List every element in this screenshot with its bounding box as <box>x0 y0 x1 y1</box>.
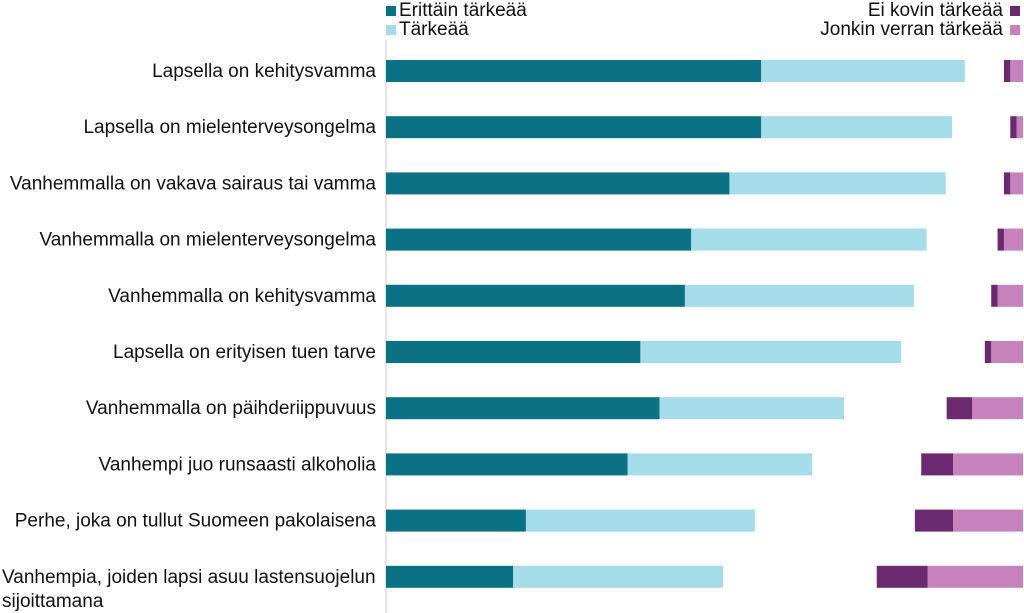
legend-swatch-jonkin-verran-tärkeää <box>1010 25 1020 35</box>
bar-ei-kovin-tärkeää-2 <box>1010 116 1017 139</box>
bar-jonkin-verran-tärkeää-4 <box>1003 228 1023 251</box>
category-label: Vanhemmalla on päihderiippuvuus <box>86 398 376 419</box>
bar-ei-kovin-tärkeää-1 <box>1003 60 1011 82</box>
category-label: Vanhempi juo runsaasti alkoholia <box>99 454 377 475</box>
bar-tärkeää-4 <box>691 228 927 251</box>
bar-tärkeää-3 <box>729 172 946 195</box>
bar-tärkeää-1 <box>761 60 965 82</box>
bar-erittäin-tärkeää-9 <box>386 509 526 532</box>
category-label: Vanhemmalla on kehitysvamma <box>108 286 376 307</box>
category-label: Lapsella on kehitysvamma <box>152 61 376 82</box>
bar-tärkeää-8 <box>627 453 813 476</box>
category-label: Lapsella on erityisen tuen tarve <box>113 342 376 363</box>
legend-swatch-erittäin-tärkeää <box>386 6 396 16</box>
legend-label-erittäin-tärkeää: Erittäin tärkeää <box>399 0 527 21</box>
bar-jonkin-verran-tärkeää-7 <box>972 397 1023 420</box>
bar-erittäin-tärkeää-1 <box>386 60 762 82</box>
bar-jonkin-verran-tärkeää-2 <box>1016 116 1023 139</box>
legend-swatch-ei-kovin-tärkeää <box>1010 6 1020 16</box>
category-label: Vanhemmalla on vakava sairaus tai vamma <box>10 173 377 194</box>
category-labels: Lapsella on kehitysvamma Lapsella on miel… <box>2 61 376 612</box>
bar-tärkeää-7 <box>659 397 844 420</box>
bar-tärkeää-2 <box>761 116 953 139</box>
bar-jonkin-verran-tärkeää-6 <box>991 341 1023 363</box>
bars <box>386 60 1023 588</box>
bar-tärkeää-5 <box>684 284 914 307</box>
bar-jonkin-verran-tärkeää-9 <box>953 509 1023 532</box>
bar-tärkeää-6 <box>640 341 902 363</box>
bar-ei-kovin-tärkeää-3 <box>1003 172 1011 195</box>
legend-label-tärkeää: Tärkeää <box>399 19 469 40</box>
category-label: Lapsella on mielenterveysongelma <box>83 117 376 138</box>
bar-erittäin-tärkeää-10 <box>386 565 514 588</box>
bar-erittäin-tärkeää-2 <box>386 116 762 139</box>
bar-tärkeää-10 <box>513 565 724 588</box>
bar-erittäin-tärkeää-3 <box>386 172 730 195</box>
bar-ei-kovin-tärkeää-5 <box>991 284 998 307</box>
bar-ei-kovin-tärkeää-7 <box>946 397 973 420</box>
legend-label-ei-kovin-tärkeää: Ei kovin tärkeää <box>868 0 1004 21</box>
bar-ei-kovin-tärkeää-8 <box>921 453 954 476</box>
bar-erittäin-tärkeää-6 <box>386 341 641 363</box>
legend-label-jonkin-verran-tärkeää: Jonkin verran tärkeää <box>820 19 1003 40</box>
category-label: Vanhempia, joiden lapsi asuu lastensuoje… <box>2 567 376 612</box>
bar-erittäin-tärkeää-4 <box>386 228 692 251</box>
bar-tärkeää-9 <box>525 509 755 532</box>
bar-erittäin-tärkeää-8 <box>386 453 628 476</box>
legend-swatch-tärkeää <box>386 25 396 35</box>
bar-erittäin-tärkeää-5 <box>386 284 685 307</box>
category-label: Perhe, joka on tullut Suomeen pakolaisen… <box>15 511 377 532</box>
category-label: Vanhemmalla on mielenterveysongelma <box>39 230 376 251</box>
bar-jonkin-verran-tärkeää-3 <box>1010 172 1023 195</box>
bar-ei-kovin-tärkeää-4 <box>997 228 1004 251</box>
bar-jonkin-verran-tärkeää-8 <box>953 453 1023 476</box>
bar-ei-kovin-tärkeää-6 <box>984 341 992 363</box>
bar-jonkin-verran-tärkeää-10 <box>927 565 1023 588</box>
bar-jonkin-verran-tärkeää-1 <box>1010 60 1023 82</box>
bar-erittäin-tärkeää-7 <box>386 397 660 420</box>
bar-ei-kovin-tärkeää-9 <box>914 509 954 532</box>
bar-ei-kovin-tärkeää-10 <box>876 565 928 588</box>
bar-jonkin-verran-tärkeää-5 <box>997 284 1023 307</box>
